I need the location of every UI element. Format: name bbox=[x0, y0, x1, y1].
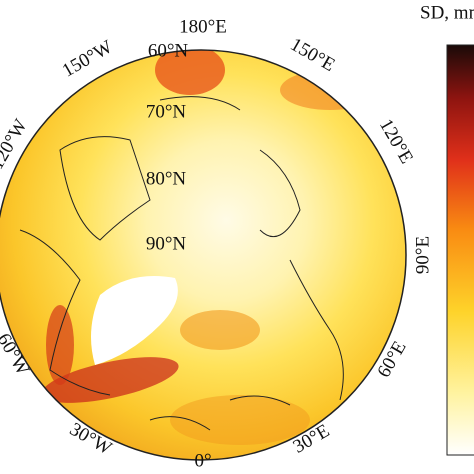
longitude-label: 0° bbox=[194, 450, 211, 471]
longitude-label: 180°E bbox=[179, 16, 227, 37]
latitude-label: 90°N bbox=[146, 233, 187, 254]
colorbar bbox=[446, 44, 474, 456]
latitude-label: 70°N bbox=[146, 101, 187, 122]
coastline bbox=[19, 96, 344, 431]
latitude-label: 60°N bbox=[148, 40, 189, 61]
map-field bbox=[0, 50, 406, 460]
map-boundary bbox=[0, 49, 407, 461]
colorbar-title: SD, mm bbox=[420, 2, 474, 23]
longitude-label: 150°E bbox=[287, 34, 339, 76]
latitude-label: 80°N bbox=[146, 168, 187, 189]
longitude-label: 90°E bbox=[412, 236, 433, 274]
greenland-ice bbox=[91, 276, 178, 365]
